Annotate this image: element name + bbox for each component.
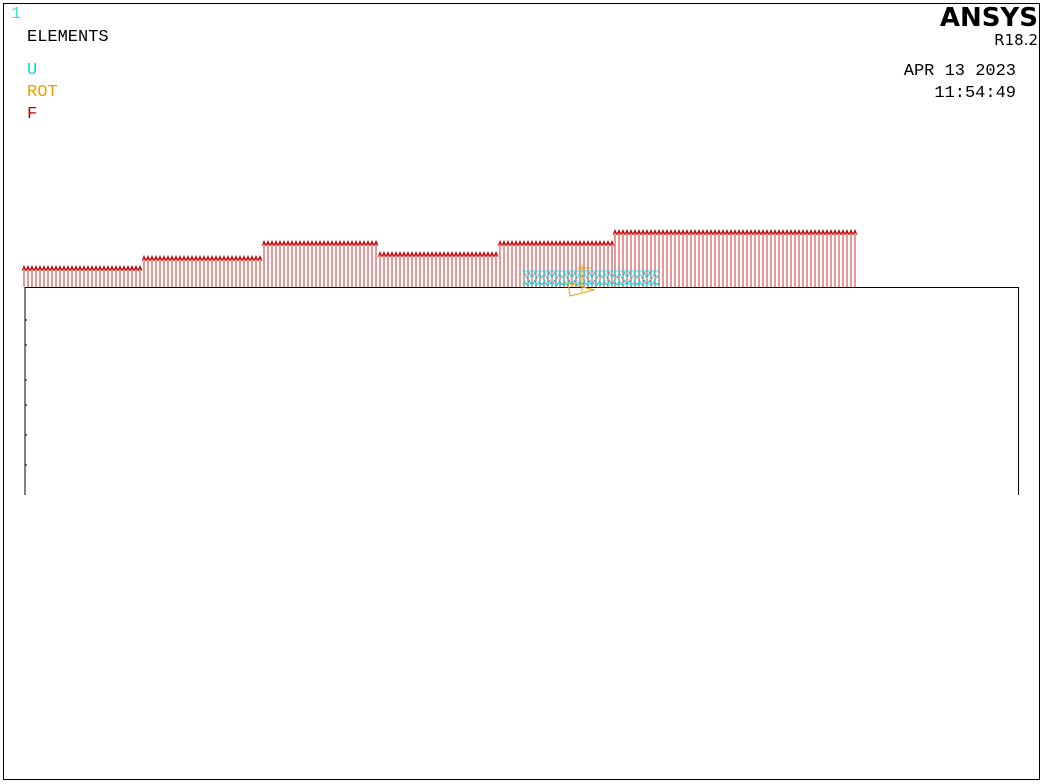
- plot-label: ELEMENTS: [27, 28, 109, 47]
- force-segment: [612, 228, 858, 287]
- date: APR 13 2023: [904, 62, 1016, 81]
- brand-name: ANSYS: [940, 3, 1038, 33]
- u-constraint: [522, 270, 661, 286]
- beam-elements: [24, 287, 1019, 495]
- force-segment: [377, 250, 499, 287]
- legend-entry: U: [27, 61, 37, 80]
- constraint-symbols: [522, 265, 661, 297]
- force-segment: [261, 239, 379, 287]
- window-number: 1: [11, 5, 21, 24]
- window-border: [3, 3, 1040, 780]
- legend-entry: ROT: [27, 83, 58, 102]
- force-segment: [141, 254, 263, 287]
- force-segment: [21, 264, 143, 287]
- legend-entry: F: [27, 105, 37, 124]
- rot-constraint: [567, 265, 596, 297]
- time: 11:54:49: [934, 84, 1016, 103]
- force-segment: [497, 239, 615, 287]
- brand-version: R18.2: [994, 31, 1038, 49]
- legend: U ROT F: [27, 61, 58, 124]
- force-arrows: [21, 228, 858, 466]
